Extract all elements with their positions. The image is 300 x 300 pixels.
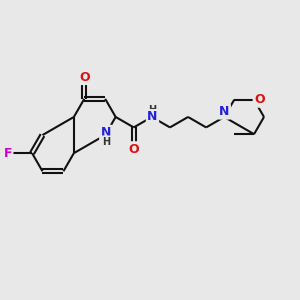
Text: O: O <box>79 70 90 84</box>
Text: O: O <box>254 93 265 106</box>
Text: N: N <box>147 110 158 124</box>
Text: N: N <box>100 126 111 139</box>
Text: H: H <box>148 105 157 116</box>
Text: F: F <box>4 147 12 160</box>
Text: N: N <box>219 105 230 118</box>
Text: O: O <box>128 143 139 156</box>
Text: H: H <box>102 136 110 147</box>
